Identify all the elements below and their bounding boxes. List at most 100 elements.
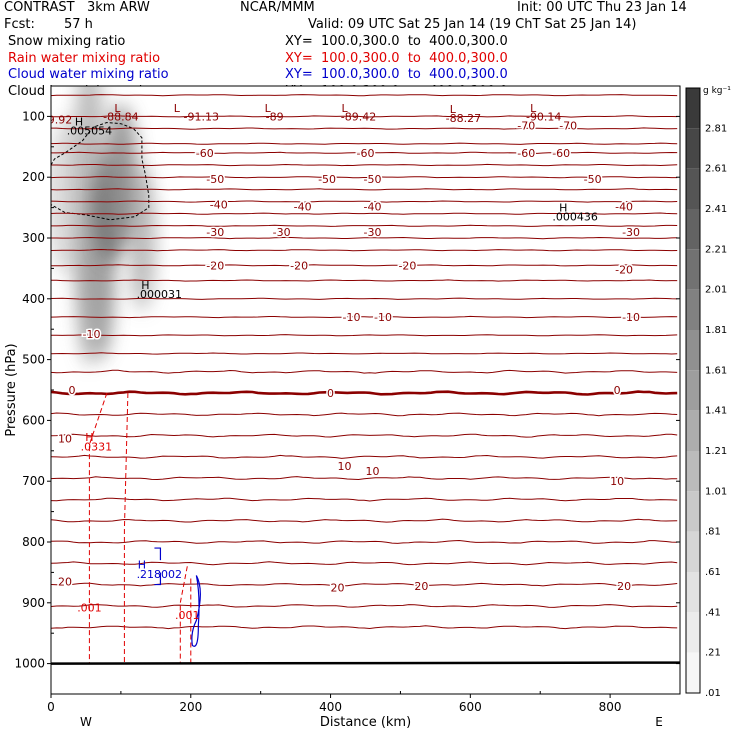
- isotherm-label: 0: [614, 384, 621, 397]
- isotherm-line: [51, 539, 678, 544]
- colorbar-swatch: [686, 370, 700, 411]
- cloud-water-contour: [191, 575, 201, 647]
- y-tick-label: 500: [22, 353, 45, 367]
- extremum-label: L: [114, 102, 121, 115]
- isotherm-line: [51, 224, 678, 227]
- extremum-label: -89.42: [341, 110, 376, 123]
- isotherm-line: [51, 188, 678, 191]
- x-axis-label: Distance (km): [320, 715, 411, 730]
- colorbar-swatch: [686, 289, 700, 330]
- extremum-label: L: [174, 102, 181, 115]
- x-tick-label: 200: [179, 700, 202, 714]
- isotherm-line: [51, 497, 678, 502]
- valid-time: Valid: 09 UTC Sat 25 Jan 14 (19 ChT Sat …: [308, 17, 637, 32]
- extremum-label: H: [559, 202, 567, 215]
- extremum-label: L: [265, 102, 272, 115]
- field-xy: XY= 100.0,300.0 to 400.0,300.0: [285, 67, 508, 82]
- colorbar-tick-label: 2.01: [705, 285, 727, 296]
- extremum-label: .001: [77, 602, 102, 615]
- colorbar-swatch: [686, 491, 700, 532]
- isotherm-line: [51, 476, 678, 481]
- colorbar-unit: g kg⁻¹: [703, 86, 731, 96]
- y-tick-label: 1000: [14, 657, 45, 671]
- surface-line: [51, 661, 680, 665]
- colorbar-swatch: [686, 168, 700, 209]
- extremum-label: -89: [266, 110, 284, 123]
- isotherm-label: -40: [210, 199, 228, 212]
- isotherm-label: -20: [398, 259, 416, 272]
- isotherm-label: -60: [196, 147, 214, 160]
- isotherm-line: [51, 369, 678, 374]
- colorbar-tick-label: .21: [705, 648, 721, 659]
- isotherm-line: [51, 200, 678, 203]
- model-title: CONTRAST 3km ARW: [4, 0, 150, 15]
- extremum-label: L: [450, 103, 457, 116]
- isotherm-label: 10: [365, 465, 379, 478]
- isotherm-line: [51, 264, 678, 267]
- extremum-label: -91.13: [184, 110, 219, 123]
- isotherm-label: -50: [206, 173, 224, 186]
- isotherm-label: -50: [364, 173, 382, 186]
- isotherm-label: 10: [610, 475, 624, 488]
- colorbar-tick-label: 2.41: [705, 204, 727, 215]
- extremum-label: H: [138, 558, 146, 571]
- isotherm-label: -40: [364, 200, 382, 213]
- x-end-label-east: E: [655, 715, 663, 729]
- extremum-label: -88.27: [446, 112, 481, 125]
- isotherm-label: 0: [68, 384, 75, 397]
- extremum-label: .000031: [137, 288, 183, 301]
- org-label: NCAR/MMM: [240, 0, 315, 15]
- isotherm-label: -30: [622, 226, 640, 239]
- y-tick-label: 600: [22, 413, 45, 427]
- colorbar-frame: [685, 87, 701, 694]
- plot-area: -70 -70-60 -60 -60 -60-50 -50 -50 -50-40 -40 -40-…: [51, 86, 680, 694]
- x-tick-label: 400: [319, 700, 342, 714]
- isotherm-line: [51, 176, 678, 179]
- isotherm-line: [51, 412, 678, 417]
- colorbar-swatch: [686, 330, 700, 371]
- isotherm-label: -10: [343, 311, 361, 324]
- isotherm-label: -10: [83, 328, 101, 341]
- colorbar-tick-label: 1.41: [705, 406, 727, 417]
- cloud-water-contour: [154, 547, 162, 586]
- y-tick-label: 300: [22, 231, 45, 245]
- extremum-label: H: [75, 115, 83, 128]
- zero-isotherm: [51, 390, 678, 396]
- colorbar-swatch: [686, 451, 700, 492]
- isotherm-line: [51, 334, 678, 337]
- x-end-label-west: W: [80, 715, 92, 729]
- field-name: Rain water mixing ratio: [8, 50, 161, 66]
- y-tick-label: 700: [22, 474, 45, 488]
- isotherm-line: [51, 561, 678, 566]
- isotherm-label: 20: [331, 582, 345, 595]
- isotherm-line: [51, 518, 678, 523]
- isotherm-label: -10: [374, 311, 392, 324]
- extremum-label: .001: [175, 609, 200, 622]
- colorbar-tick-label: .41: [705, 607, 721, 618]
- rain-water-contour: [179, 566, 188, 664]
- extremum-label: L: [341, 102, 348, 115]
- extremum-label: .0331: [81, 441, 113, 454]
- x-tick-label: 800: [599, 700, 622, 714]
- isotherm-label: -70: [517, 120, 535, 133]
- isotherm-label: -60: [517, 147, 535, 160]
- fcst-label: Fcst:: [4, 17, 35, 32]
- extremum-label: L: [530, 102, 537, 115]
- isotherm-label: -60: [357, 147, 375, 160]
- init-time: Init: 00 UTC Thu 23 Jan 14: [517, 0, 687, 15]
- colorbar-tick-label: .61: [705, 567, 721, 578]
- isotherm-line: [51, 297, 678, 300]
- isotherm-label: 10: [58, 433, 72, 446]
- fcst-value: 57 h: [64, 17, 93, 32]
- field-xy: XY= 100.0,300.0 to 400.0,300.0: [285, 34, 508, 49]
- isotherm-label: -50: [318, 173, 336, 186]
- colorbar-tick-label: 2.61: [705, 164, 727, 175]
- colorbar-swatch: [686, 410, 700, 451]
- y-axis-label: Pressure (hPa): [4, 343, 19, 436]
- field-xy: XY= 100.0,300.0 to 400.0,300.0: [285, 50, 508, 66]
- extremum-label: .000436: [552, 211, 598, 224]
- colorbar-swatch: [686, 249, 700, 290]
- colorbar-tick-label: .81: [705, 527, 721, 538]
- isotherm-label: -30: [206, 226, 224, 239]
- y-tick-label: 800: [22, 535, 45, 549]
